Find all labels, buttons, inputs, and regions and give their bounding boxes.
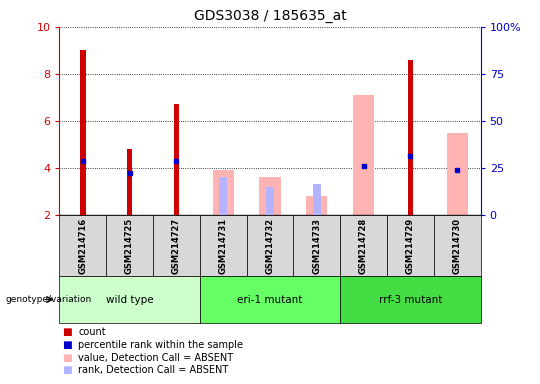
Text: value, Detection Call = ABSENT: value, Detection Call = ABSENT (78, 353, 233, 362)
Bar (59, 215, 106, 276)
Text: GSM214729: GSM214729 (406, 218, 415, 274)
Text: count: count (78, 327, 106, 337)
Bar (387, 215, 434, 276)
Bar (213, 170, 234, 215)
Bar (353, 95, 374, 215)
Bar (106, 215, 153, 276)
Text: GSM214728: GSM214728 (359, 218, 368, 274)
Bar (80, 50, 86, 215)
Text: GSM214730: GSM214730 (453, 218, 462, 274)
Title: GDS3038 / 185635_at: GDS3038 / 185635_at (194, 9, 346, 23)
Text: GSM214733: GSM214733 (312, 218, 321, 274)
Text: eri-1 mutant: eri-1 mutant (237, 295, 303, 305)
Bar (173, 104, 179, 215)
Bar (340, 215, 387, 276)
Text: rank, Detection Call = ABSENT: rank, Detection Call = ABSENT (78, 365, 228, 375)
Text: GSM214716: GSM214716 (78, 218, 87, 274)
Bar (200, 276, 340, 323)
Bar (59, 276, 200, 323)
Bar (408, 60, 413, 215)
Bar (447, 133, 468, 215)
Bar (200, 215, 247, 276)
Bar (260, 177, 281, 215)
Text: ■: ■ (62, 365, 72, 375)
Bar (247, 215, 293, 276)
Text: GSM214732: GSM214732 (266, 218, 274, 274)
Bar (434, 215, 481, 276)
Bar (306, 196, 327, 215)
Text: ■: ■ (62, 340, 72, 350)
Text: ■: ■ (62, 353, 72, 362)
Text: genotype/variation: genotype/variation (5, 295, 92, 304)
Bar (293, 215, 340, 276)
Bar (266, 187, 274, 215)
Text: percentile rank within the sample: percentile rank within the sample (78, 340, 244, 350)
Text: ■: ■ (62, 327, 72, 337)
Bar (153, 215, 200, 276)
Text: GSM214725: GSM214725 (125, 218, 134, 274)
Text: GSM214731: GSM214731 (219, 218, 228, 274)
Bar (313, 184, 321, 215)
Text: rrf-3 mutant: rrf-3 mutant (379, 295, 442, 305)
Text: GSM214727: GSM214727 (172, 218, 181, 274)
Text: wild type: wild type (106, 295, 153, 305)
Bar (219, 177, 227, 215)
Bar (127, 149, 132, 215)
Bar (340, 276, 481, 323)
